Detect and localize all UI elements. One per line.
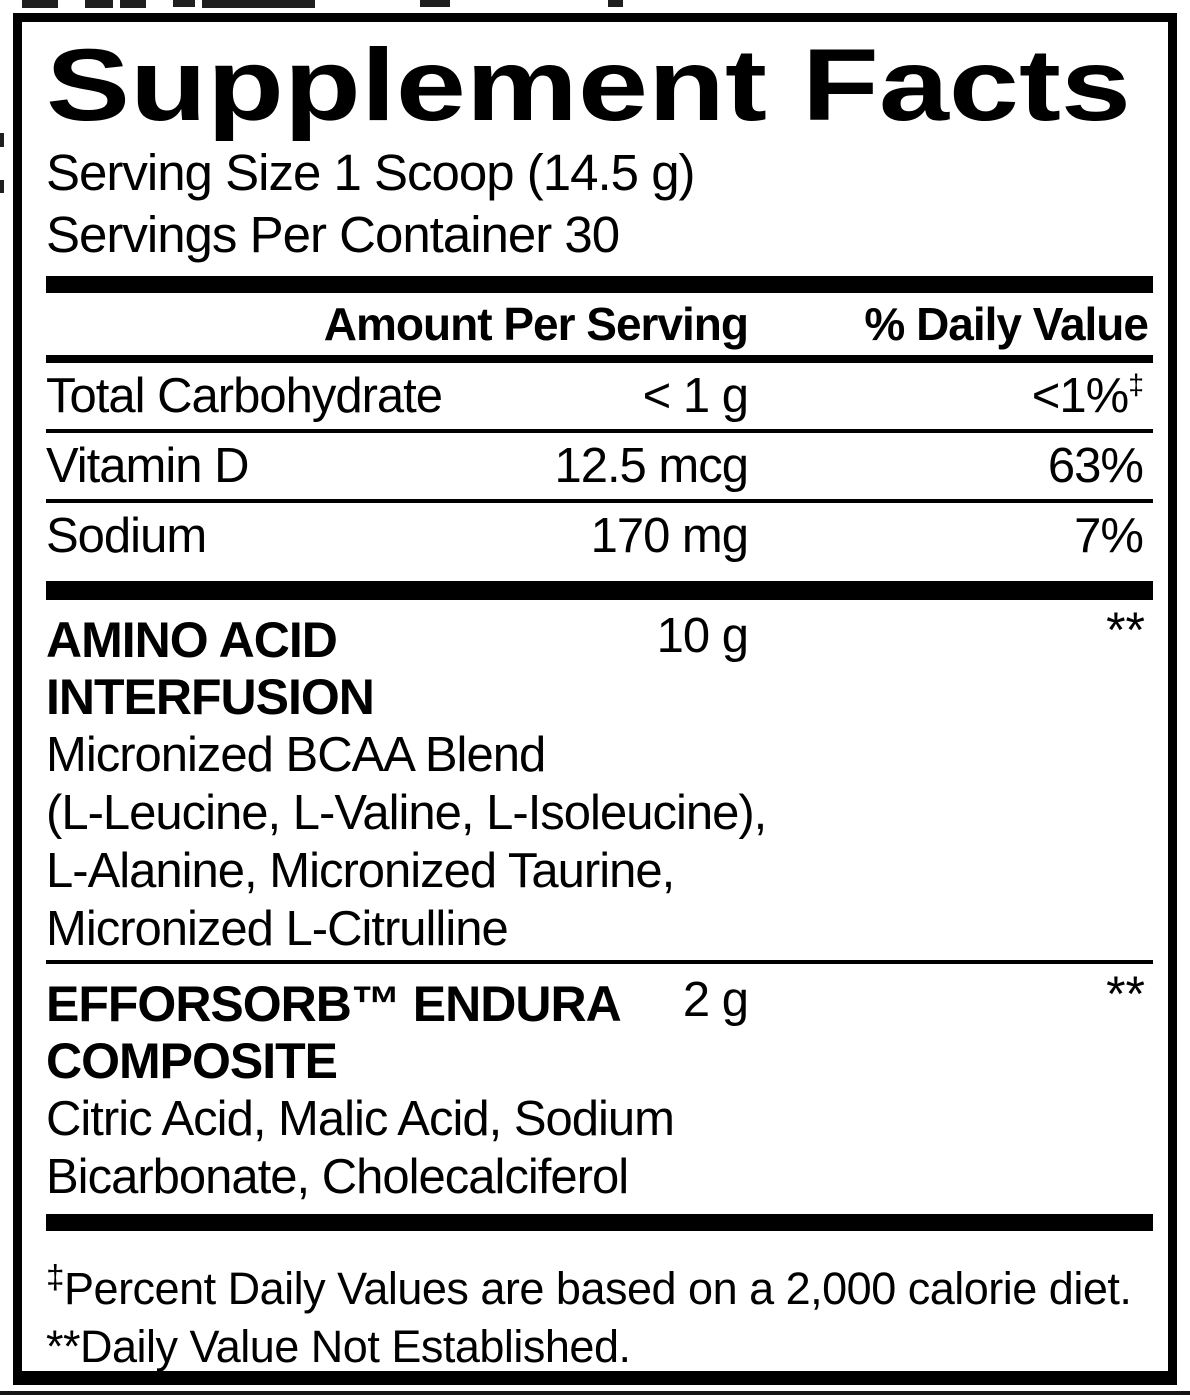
footnote-text: Percent Daily Values are based on a 2,00… [64, 1263, 1132, 1315]
top-edge-artifact [22, 0, 58, 8]
daily-value-text: <1% [1031, 369, 1129, 423]
nutrient-daily-value: <1%‡ [1031, 363, 1144, 429]
table-row: Sodium 170 mg 7% [46, 503, 1153, 569]
table-row: Total Carbohydrate < 1 g <1%‡ [46, 363, 1153, 429]
nutrient-daily-value: 7% [1074, 503, 1144, 569]
serving-size: Serving Size 1 Scoop (14.5 g) [46, 144, 696, 201]
blend-name-line: AMINO ACID [46, 612, 338, 668]
left-edge-artifact [0, 133, 4, 147]
blend-amount: 10 g [656, 609, 749, 663]
daily-value-text: 63% [1047, 439, 1144, 493]
nutrient-name: Vitamin D [46, 439, 250, 493]
title-block: Supplement Facts [46, 28, 1131, 142]
top-edge-artifact [420, 0, 450, 7]
blend-ingredients-line: L-Alanine, Micronized Taurine, [46, 844, 675, 898]
nutrient-daily-value: 63% [1047, 433, 1144, 499]
medium-rule [46, 355, 1153, 363]
blend-name-line: EFFORSORB™ ENDURA [46, 976, 622, 1032]
footnote-marker: ** [46, 1321, 81, 1373]
top-edge-artifact [202, 0, 315, 8]
nutrient-name: Total Carbohydrate [46, 369, 443, 423]
daily-value-column-header: % Daily Value [864, 298, 1149, 350]
table-row: Vitamin D 12.5 mcg 63% [46, 433, 1153, 499]
blend-ingredients-line: Citric Acid, Malic Acid, Sodium [46, 1092, 675, 1146]
thick-rule [46, 276, 1153, 293]
thick-rule [46, 581, 1153, 600]
blend-section-amino-acid-interfusion: AMINO ACID INTERFUSION 10 g ** Micronize… [46, 600, 1153, 960]
footnote-text: Daily Value Not Established. [80, 1321, 631, 1373]
blend-ingredients-line: (L-Leucine, L-Valine, L-Isoleucine), [46, 786, 767, 840]
blend-amount: 2 g [682, 973, 749, 1027]
nutrient-amount: < 1 g [642, 369, 749, 423]
footnote-marker: ‡ [46, 1259, 65, 1296]
thick-rule [46, 1214, 1153, 1231]
blend-ingredients-line: Micronized BCAA Blend [46, 728, 546, 782]
bottom-edge-artifact [0, 1391, 1190, 1395]
nutrient-amount: 12.5 mcg [554, 439, 749, 493]
nutrient-name: Sodium [46, 509, 207, 563]
thin-rule [46, 429, 1153, 433]
top-edge-artifact [85, 0, 113, 8]
table-header-row: Amount Per Serving % Daily Value [46, 293, 1153, 355]
page-title: Supplement Facts [46, 28, 1131, 142]
blend-ingredients-line: Bicarbonate, Cholecalciferol [46, 1150, 629, 1204]
blend-daily-value-mark: ** [1106, 966, 1145, 1022]
daily-value-footnote-mark: ‡ [1128, 369, 1144, 402]
blend-section-efforsorb-endura-composite: EFFORSORB™ ENDURA COMPOSITE 2 g ** Citri… [46, 964, 1153, 1214]
blend-name-line: COMPOSITE [46, 1033, 338, 1089]
blend-ingredients-line: Micronized L-Citrulline [46, 902, 509, 956]
blend-daily-value-mark: ** [1106, 602, 1145, 658]
label-border: Supplement Facts Serving Size 1 Scoop (1… [13, 13, 1177, 1385]
top-edge-artifact [120, 0, 146, 8]
amount-column-header: Amount Per Serving [323, 298, 749, 350]
daily-value-text: 7% [1074, 509, 1144, 563]
footnote-not-established: **Daily Value Not Established. [46, 1318, 1153, 1376]
top-edge-artifact [608, 0, 623, 7]
footnotes: ‡Percent Daily Values are based on a 2,0… [46, 1249, 1153, 1376]
left-edge-artifact [0, 180, 4, 193]
top-edge-artifact [173, 0, 195, 7]
servings-per-container: Servings Per Container 30 [46, 206, 620, 263]
footnote-daily-values: ‡Percent Daily Values are based on a 2,0… [46, 1249, 1153, 1318]
thin-rule [46, 499, 1153, 503]
blend-name-line: INTERFUSION [46, 669, 375, 725]
nutrient-amount: 170 mg [590, 509, 749, 563]
thin-rule [46, 960, 1153, 964]
